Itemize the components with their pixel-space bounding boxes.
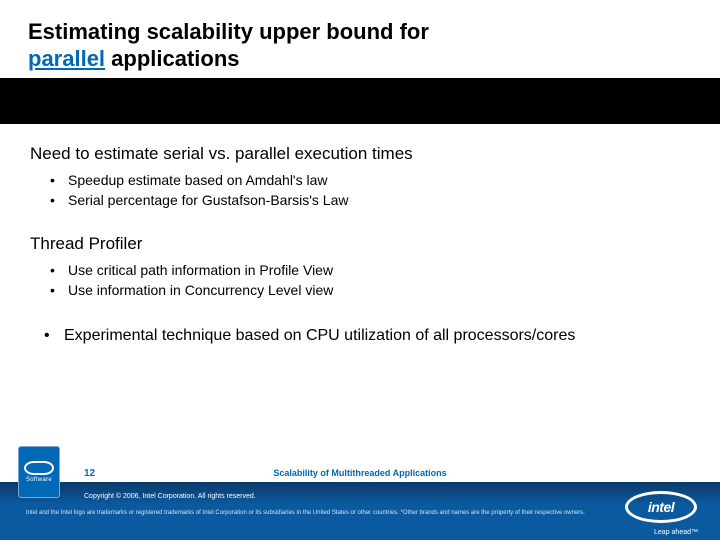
- intel-oval-icon: intel: [625, 491, 697, 523]
- section2-bullets: Use critical path information in Profile…: [46, 260, 690, 301]
- section2-heading: Thread Profiler: [30, 234, 690, 254]
- intel-logo: intel: [622, 488, 700, 526]
- top-bullet-list: Experimental technique based on CPU util…: [44, 325, 690, 347]
- section1-heading: Need to estimate serial vs. parallel exe…: [30, 144, 690, 164]
- intel-badge-icon: [24, 461, 54, 475]
- list-item: Serial percentage for Gustafson-Barsis's…: [46, 190, 690, 210]
- list-item: Speedup estimate based on Amdahl's law: [46, 170, 690, 190]
- footer-topline: Scalability of Multithreaded Application…: [0, 468, 720, 478]
- copyright-text: Copyright © 2006, Intel Corporation. All…: [84, 492, 256, 501]
- slide: Estimating scalability upper bound for p…: [0, 0, 720, 540]
- black-band: [0, 78, 720, 124]
- title-line2: parallel applications: [28, 46, 692, 72]
- footer: Scalability of Multithreaded Application…: [0, 482, 720, 540]
- title-rest: applications: [105, 46, 239, 71]
- intel-logo-text: intel: [648, 499, 674, 515]
- leap-ahead-text: Leap ahead™: [654, 529, 698, 536]
- software-badge: Software: [18, 446, 60, 498]
- page-number: 12: [84, 468, 95, 479]
- title-area: Estimating scalability upper bound for p…: [0, 0, 720, 78]
- badge-text: Software: [26, 477, 52, 483]
- list-item: Use information in Concurrency Level vie…: [46, 280, 690, 300]
- legal-text: Intel and the Intel logo are trademarks …: [26, 510, 610, 517]
- list-item: Experimental technique based on CPU util…: [44, 325, 690, 347]
- title-line1: Estimating scalability upper bound for: [28, 18, 692, 46]
- section1-bullets: Speedup estimate based on Amdahl's law S…: [46, 170, 690, 211]
- title-accent-word: parallel: [28, 46, 105, 71]
- content-area: Need to estimate serial vs. parallel exe…: [0, 124, 720, 347]
- list-item: Use critical path information in Profile…: [46, 260, 690, 280]
